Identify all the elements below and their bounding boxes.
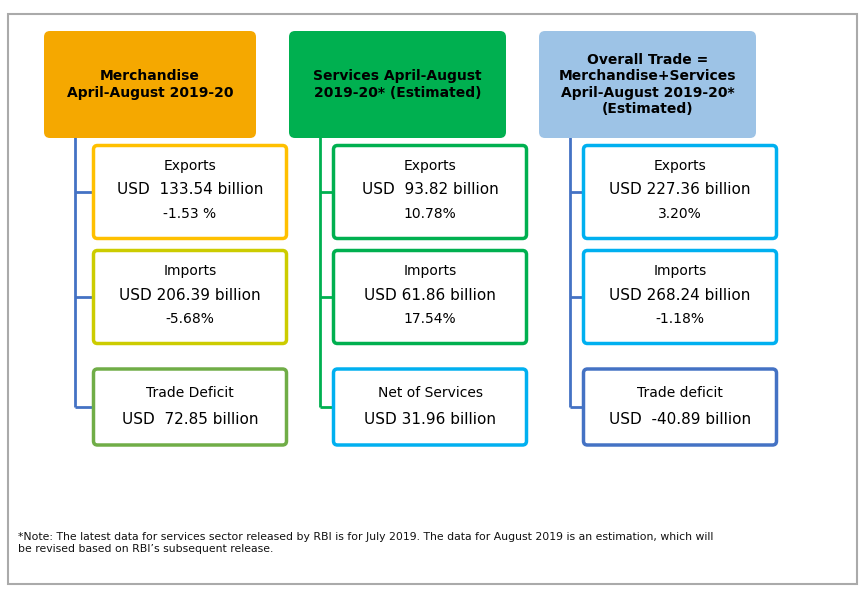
- FancyBboxPatch shape: [584, 250, 777, 343]
- Text: Trade Deficit: Trade Deficit: [146, 386, 234, 400]
- FancyBboxPatch shape: [584, 369, 777, 445]
- Text: 10.78%: 10.78%: [404, 207, 457, 221]
- Text: Exports: Exports: [654, 159, 707, 173]
- Text: 3.20%: 3.20%: [658, 207, 702, 221]
- Text: USD  93.82 billion: USD 93.82 billion: [362, 182, 498, 198]
- Text: *Note: The latest data for services sector released by RBI is for July 2019. The: *Note: The latest data for services sect…: [18, 532, 714, 554]
- Text: USD 61.86 billion: USD 61.86 billion: [364, 288, 496, 303]
- FancyBboxPatch shape: [289, 31, 506, 138]
- Text: Services April-August
2019-20* (Estimated): Services April-August 2019-20* (Estimate…: [313, 69, 482, 99]
- FancyBboxPatch shape: [93, 146, 286, 239]
- Text: Exports: Exports: [163, 159, 216, 173]
- Text: USD  -40.89 billion: USD -40.89 billion: [609, 411, 751, 426]
- FancyBboxPatch shape: [93, 250, 286, 343]
- FancyBboxPatch shape: [539, 31, 756, 138]
- Text: Net of Services: Net of Services: [377, 386, 483, 400]
- FancyBboxPatch shape: [334, 369, 527, 445]
- Text: Merchandise
April-August 2019-20: Merchandise April-August 2019-20: [67, 69, 234, 99]
- FancyBboxPatch shape: [93, 369, 286, 445]
- Text: USD 31.96 billion: USD 31.96 billion: [364, 411, 496, 426]
- Text: Imports: Imports: [653, 264, 707, 278]
- Text: USD  72.85 billion: USD 72.85 billion: [122, 411, 259, 426]
- FancyBboxPatch shape: [44, 31, 256, 138]
- Text: -1.18%: -1.18%: [656, 312, 704, 326]
- FancyBboxPatch shape: [334, 146, 527, 239]
- Text: USD 206.39 billion: USD 206.39 billion: [119, 288, 261, 303]
- Text: -5.68%: -5.68%: [165, 312, 215, 326]
- Text: USD 227.36 billion: USD 227.36 billion: [609, 182, 751, 198]
- Text: -1.53 %: -1.53 %: [163, 207, 216, 221]
- Text: USD 268.24 billion: USD 268.24 billion: [609, 288, 751, 303]
- Text: Trade deficit: Trade deficit: [637, 386, 723, 400]
- FancyBboxPatch shape: [334, 250, 527, 343]
- Text: Imports: Imports: [403, 264, 457, 278]
- FancyBboxPatch shape: [8, 14, 857, 584]
- Text: Overall Trade =
Merchandise+Services
April-August 2019-20*
(Estimated): Overall Trade = Merchandise+Services Apr…: [559, 53, 736, 116]
- Text: 17.54%: 17.54%: [404, 312, 457, 326]
- Text: USD  133.54 billion: USD 133.54 billion: [117, 182, 263, 198]
- FancyBboxPatch shape: [584, 146, 777, 239]
- Text: Exports: Exports: [404, 159, 457, 173]
- Text: Imports: Imports: [163, 264, 216, 278]
